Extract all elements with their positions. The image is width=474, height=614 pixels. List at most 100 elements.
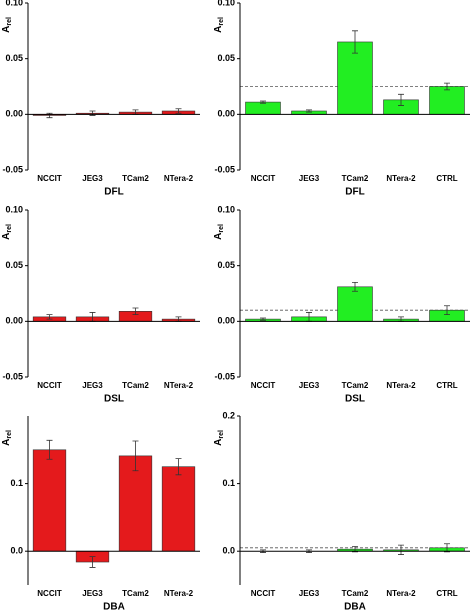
x-tick-label: CTRL: [436, 174, 457, 183]
x-tick-label: JEG3: [299, 174, 320, 183]
y-tick-label: -0.05: [214, 371, 235, 381]
y-axis-label: Arel: [213, 430, 225, 446]
panel: Arel 0.10 0.05 0.00 -0.05 NCCIT JEG3 TCam2 NTera…: [1, 0, 200, 198]
bar: [245, 101, 281, 115]
y-tick-label: 0.05: [5, 260, 23, 270]
bar: [32, 449, 67, 552]
x-axis-label: DFL: [104, 187, 123, 198]
x-tick-label: CTRL: [436, 589, 457, 598]
bar: [429, 86, 465, 115]
x-tick-label: JEG3: [299, 381, 320, 390]
y-axis-label: Arel: [213, 224, 225, 240]
y-tick-label: 0.0: [222, 546, 235, 556]
bar: [161, 466, 196, 552]
x-tick-label: TCam2: [342, 381, 369, 390]
x-axis-label: DSL: [345, 394, 365, 405]
x-axis-label: DBA: [103, 602, 125, 613]
y-tick-label: 0.1: [222, 478, 235, 488]
y-axis-label-main: A: [213, 439, 224, 446]
y-tick-label: 0.10: [217, 0, 235, 7]
panel: Arel 0.10 0.05 0.00 -0.05 NCCIT JEG3 TCam2 NTera…: [1, 204, 200, 405]
x-tick-label: NCCIT: [37, 174, 62, 183]
error-bar: [46, 314, 53, 320]
x-axis-label: DFL: [345, 187, 364, 198]
x-tick-label: NCCIT: [251, 381, 276, 390]
x-tick-label: NCCIT: [251, 174, 276, 183]
y-axis-label-sub: rel: [218, 17, 225, 26]
panel: Arel 0.2 0.1 0.0 NCCIT JEG3 TCam2 NTera-2 CTRL DB…: [213, 410, 470, 613]
error-bar: [398, 93, 404, 106]
y-axis-label-main: A: [1, 26, 12, 33]
x-tick-label: NTera-2: [386, 589, 416, 598]
error-bar: [352, 30, 358, 54]
x-tick-label: TCam2: [342, 589, 369, 598]
y-tick-label: 0.05: [217, 260, 235, 270]
y-tick-label: 0.10: [217, 204, 235, 214]
y-axis-label-sub: rel: [218, 430, 225, 439]
y-axis-label-sub: rel: [6, 224, 13, 233]
y-tick-label: -0.05: [2, 371, 23, 381]
error-bar: [444, 82, 450, 91]
error-bar: [444, 543, 450, 553]
x-axis-label: DSL: [104, 394, 124, 405]
y-tick-label: -0.05: [214, 164, 235, 174]
error-bar: [352, 281, 358, 292]
y-axis-label-main: A: [213, 233, 224, 240]
x-tick-label: NCCIT: [251, 589, 276, 598]
y-tick-label: 0.2: [222, 410, 235, 420]
x-tick-label: TCam2: [122, 381, 149, 390]
error-bar: [132, 440, 139, 472]
x-tick-label: TCam2: [342, 174, 369, 183]
y-tick-label: 0.05: [217, 53, 235, 63]
bar: [118, 455, 153, 552]
x-tick-label: NTera-2: [164, 174, 194, 183]
y-axis-label: Arel: [1, 430, 13, 446]
error-bar: [175, 458, 182, 476]
y-tick-label: 0.0: [10, 546, 23, 556]
y-axis-label-main: A: [1, 439, 12, 446]
x-axis-label: DBA: [344, 602, 366, 613]
y-tick-label: 0.00: [5, 109, 23, 119]
error-bar: [175, 108, 182, 114]
x-tick-label: NTera-2: [386, 174, 416, 183]
x-tick-label: NCCIT: [37, 381, 62, 390]
panel: Arel 0.10 0.05 0.00 -0.05 NCCIT JEG3 TCam2 NTera…: [213, 0, 470, 198]
x-tick-label: JEG3: [82, 381, 103, 390]
error-bar: [444, 305, 450, 316]
x-tick-label: NCCIT: [37, 589, 62, 598]
error-bar: [260, 317, 266, 321]
x-tick-label: JEG3: [82, 589, 103, 598]
y-tick-label: 0.00: [5, 316, 23, 326]
error-bar: [89, 556, 96, 568]
error-bar: [306, 109, 312, 113]
x-tick-label: CTRL: [436, 381, 457, 390]
y-axis-label-main: A: [213, 26, 224, 33]
y-tick-label: 0.00: [217, 109, 235, 119]
y-axis-label: Arel: [1, 17, 13, 33]
x-tick-label: TCam2: [122, 174, 149, 183]
panel: Arel 0.1 0.0 NCCIT JEG3 TCam2 NTera-2 DBA: [1, 416, 200, 613]
x-tick-label: JEG3: [299, 589, 320, 598]
x-tick-label: TCam2: [122, 589, 149, 598]
y-tick-label: 0.00: [217, 316, 235, 326]
y-axis-label: Arel: [213, 17, 225, 33]
y-axis-label-sub: rel: [218, 224, 225, 233]
error-bar: [398, 544, 404, 555]
y-tick-label: -0.05: [2, 164, 23, 174]
y-axis-label-sub: rel: [6, 17, 13, 26]
error-bar: [260, 100, 266, 104]
error-bar: [132, 307, 139, 316]
y-tick-label: 0.10: [5, 204, 23, 214]
y-tick-label: 0.05: [5, 53, 23, 63]
y-tick-label: 0.1: [10, 478, 23, 488]
x-tick-label: NTera-2: [164, 589, 194, 598]
bar: [337, 286, 373, 322]
x-tick-label: NTera-2: [164, 381, 194, 390]
panel: Arel 0.10 0.05 0.00 -0.05 NCCIT JEG3 TCam2 NTera…: [213, 204, 470, 405]
x-tick-label: NTera-2: [386, 381, 416, 390]
x-tick-label: JEG3: [82, 174, 103, 183]
y-tick-label: 0.10: [5, 0, 23, 7]
y-axis-label-main: A: [1, 233, 12, 240]
y-axis-label-sub: rel: [6, 430, 13, 439]
